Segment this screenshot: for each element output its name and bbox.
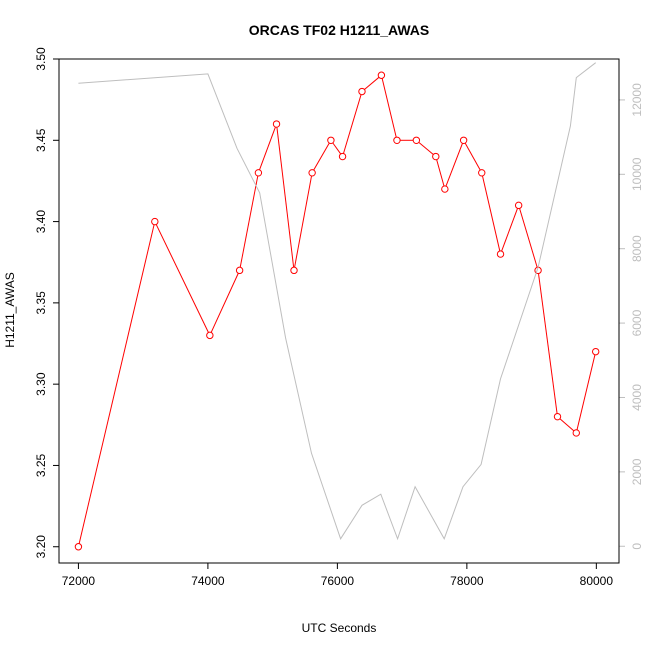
series-line-segment xyxy=(78,224,155,544)
y2-tick-label: 4000 xyxy=(630,384,644,411)
data-point xyxy=(572,429,580,437)
data-point xyxy=(308,169,316,177)
y2-tick-label: 8000 xyxy=(630,235,644,262)
series-layer xyxy=(74,62,600,551)
data-point xyxy=(235,266,244,275)
y-tick-label: 3.20 xyxy=(34,535,48,559)
data-point xyxy=(393,136,401,144)
data-point xyxy=(272,120,281,128)
series-line-segment xyxy=(381,78,397,138)
data-point xyxy=(151,217,159,226)
series-line-segment xyxy=(519,208,538,268)
series-line-segment xyxy=(259,126,276,170)
series-line-segment xyxy=(436,159,445,187)
y-tick-label: 3.50 xyxy=(34,47,48,71)
data-point xyxy=(459,136,468,144)
x-tick-label: 78000 xyxy=(450,574,484,588)
data-point xyxy=(377,71,386,79)
series-line-segment xyxy=(210,273,239,333)
y-tick-label: 3.25 xyxy=(34,453,48,477)
y-tick-label: 3.35 xyxy=(34,291,48,315)
series-line-segment xyxy=(418,141,434,155)
x-tick-label: 74000 xyxy=(191,574,225,588)
x-tick-label: 76000 xyxy=(321,574,355,588)
series-line-segment xyxy=(276,127,295,268)
series-line-segment xyxy=(313,142,330,171)
y-axis-label: H1211_AWAS xyxy=(3,272,17,348)
y-tick-label: 3.40 xyxy=(34,210,48,234)
series-line-segment xyxy=(342,94,362,154)
data-point xyxy=(74,543,83,551)
data-point xyxy=(412,136,421,144)
series-line-segment xyxy=(501,208,519,252)
series-line-right-axis xyxy=(78,62,597,541)
series-line-segment xyxy=(155,224,209,333)
y2-tick-label: 10000 xyxy=(630,157,644,191)
series-line-segment xyxy=(364,76,380,90)
data-point xyxy=(478,169,486,177)
y-tick-label: 3.30 xyxy=(34,372,48,396)
y2-tick-label: 6000 xyxy=(630,309,644,336)
y2-tick-label: 0 xyxy=(630,543,644,550)
y2-tick-label: 2000 xyxy=(630,458,644,485)
data-point xyxy=(206,331,214,340)
series-line-segment xyxy=(239,175,259,268)
data-point xyxy=(290,266,298,275)
series-line-segment xyxy=(538,273,558,414)
axes-layer: 72000 74000 76000 78000 800003.203.253.303.3… xyxy=(34,47,644,588)
data-point xyxy=(432,152,440,161)
data-point xyxy=(358,87,366,96)
x-tick-label: 80000 xyxy=(580,574,614,588)
y-tick-label: 3.45 xyxy=(34,128,48,152)
series-line-segment xyxy=(481,175,501,252)
series-line-segment xyxy=(445,143,463,187)
x-tick-label: 72000 xyxy=(62,574,96,588)
plot-frame xyxy=(58,58,620,564)
data-point xyxy=(514,201,523,210)
data-point xyxy=(591,347,600,356)
data-point xyxy=(496,250,505,258)
data-point xyxy=(553,412,562,421)
series-line-segment xyxy=(294,175,313,268)
data-point xyxy=(254,169,263,177)
series-line-segment xyxy=(332,142,342,155)
chart-title: ORCAS TF02 H1211_AWAS xyxy=(249,22,430,38)
x-axis-label: UTC Seconds xyxy=(302,621,377,635)
data-point xyxy=(327,136,335,144)
data-point xyxy=(441,185,449,193)
series-line-segment xyxy=(464,142,481,171)
series-line-segment xyxy=(576,354,596,430)
series-line-segment xyxy=(559,418,575,432)
y2-tick-label: 12000 xyxy=(630,83,644,117)
data-point xyxy=(338,152,347,161)
